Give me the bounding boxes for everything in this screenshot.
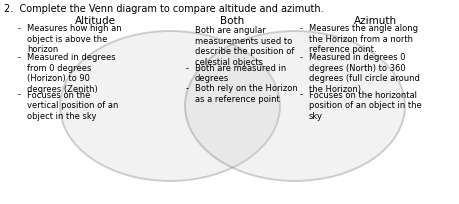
Text: Measures the angle along
the Horizon from a north
reference point.: Measures the angle along the Horizon fro… (308, 24, 417, 54)
Ellipse shape (60, 31, 280, 181)
Text: 2.  Complete the Venn diagram to compare altitude and azimuth.: 2. Complete the Venn diagram to compare … (4, 4, 323, 14)
Text: -: - (18, 24, 21, 33)
Text: Focuses on the horizontal
position of an object in the
sky: Focuses on the horizontal position of an… (308, 91, 421, 121)
Ellipse shape (185, 31, 404, 181)
Text: Azimuth: Azimuth (353, 16, 396, 26)
Text: Both are angular
measurements used to
describe the position of
celestial objects: Both are angular measurements used to de… (195, 26, 294, 67)
Text: Measured in degrees 0
degrees (North) to 360
degrees (full circle around
the Hor: Measured in degrees 0 degrees (North) to… (308, 53, 419, 94)
Text: Both rely on the Horizon
as a reference point: Both rely on the Horizon as a reference … (195, 84, 297, 104)
Text: Both: Both (219, 16, 244, 26)
Text: Altitude: Altitude (74, 16, 115, 26)
Text: Focuses on the
vertical position of an
object in the sky: Focuses on the vertical position of an o… (27, 91, 118, 121)
Text: -: - (185, 84, 189, 93)
Text: Measured in degrees
from 0 degrees
(Horizon) to 90
degrees (Zenith): Measured in degrees from 0 degrees (Hori… (27, 53, 115, 94)
Text: Both are measured in
degrees: Both are measured in degrees (195, 64, 285, 83)
Text: Measures how high an
object is above the
horizon: Measures how high an object is above the… (27, 24, 121, 54)
Text: -: - (18, 91, 21, 100)
Text: -: - (18, 53, 21, 62)
Text: -: - (299, 53, 302, 62)
Text: -: - (299, 24, 302, 33)
Text: -: - (299, 91, 302, 100)
Text: -: - (185, 64, 189, 73)
